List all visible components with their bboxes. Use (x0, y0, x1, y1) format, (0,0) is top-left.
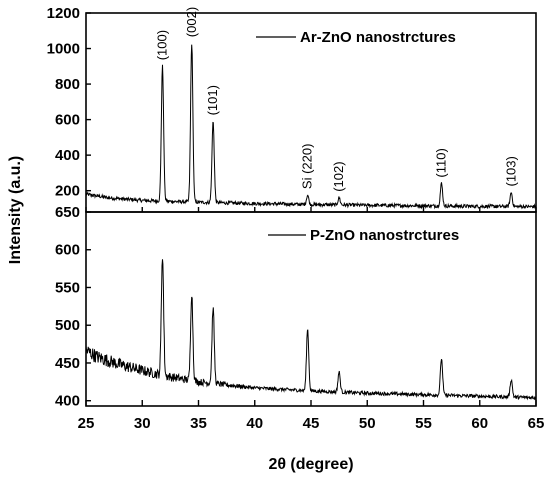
y-tick-label: 800 (55, 76, 80, 93)
y-tick-label: 1000 (47, 41, 80, 58)
top-legend: Ar-ZnO nanostrctures (256, 29, 456, 46)
peak-label: Si (220) (300, 144, 315, 190)
y-tick-label: 450 (55, 355, 80, 372)
peak-label: (101) (205, 85, 220, 115)
y-tick-label: 1200 (47, 5, 80, 22)
top-spectrum-line (85, 44, 537, 210)
x-tick-label: 35 (190, 415, 207, 432)
y-tick-label: 650 (55, 204, 80, 221)
x-axis: 25 30 35 40 45 50 55 60 65 (78, 207, 545, 432)
bottom-legend-label: P-ZnO nanostrctures (310, 227, 459, 244)
bottom-panel: 400 450 500 550 600 650 P-ZnO nanostrctures (55, 204, 537, 410)
y-tick-label: 500 (55, 317, 80, 334)
x-tick-label: 50 (359, 415, 376, 432)
peak-label: (002) (184, 7, 199, 37)
y-tick-label: 400 (55, 147, 80, 164)
x-tick-label: 60 (471, 415, 488, 432)
bottom-y-axis: 400 450 500 550 600 650 (55, 204, 91, 410)
peak-label: (102) (331, 161, 346, 191)
top-legend-label: Ar-ZnO nanostrctures (300, 29, 456, 46)
y-tick-label: 550 (55, 279, 80, 296)
bottom-legend: P-ZnO nanostrctures (268, 227, 459, 244)
top-peak-labels: (100) (002) (101) Si (220) (102) (110) (103) (155, 7, 519, 192)
x-tick-label: 25 (78, 415, 95, 432)
y-tick-label: 600 (55, 242, 80, 259)
x-tick-label: 40 (246, 415, 263, 432)
top-panel: 200 400 600 800 1000 1200 (100) (002) (101) Si (… (47, 5, 537, 213)
x-tick-label: 30 (134, 415, 151, 432)
peak-label: (110) (434, 148, 449, 177)
y-tick-label: 200 (55, 183, 80, 200)
bottom-spectrum-line (85, 259, 537, 401)
x-axis-title: 2θ (degree) (268, 456, 353, 473)
y-axis-title: Intensity (a.u.) (7, 156, 24, 264)
x-tick-label: 65 (528, 415, 545, 432)
y-tick-label: 400 (55, 393, 80, 410)
peak-label: (103) (503, 156, 518, 186)
x-tick-label: 45 (303, 415, 320, 432)
top-y-axis: 200 400 600 800 1000 1200 (47, 5, 91, 200)
x-tick-label: 55 (415, 415, 432, 432)
y-tick-label: 600 (55, 112, 80, 129)
peak-label: (100) (155, 30, 170, 60)
